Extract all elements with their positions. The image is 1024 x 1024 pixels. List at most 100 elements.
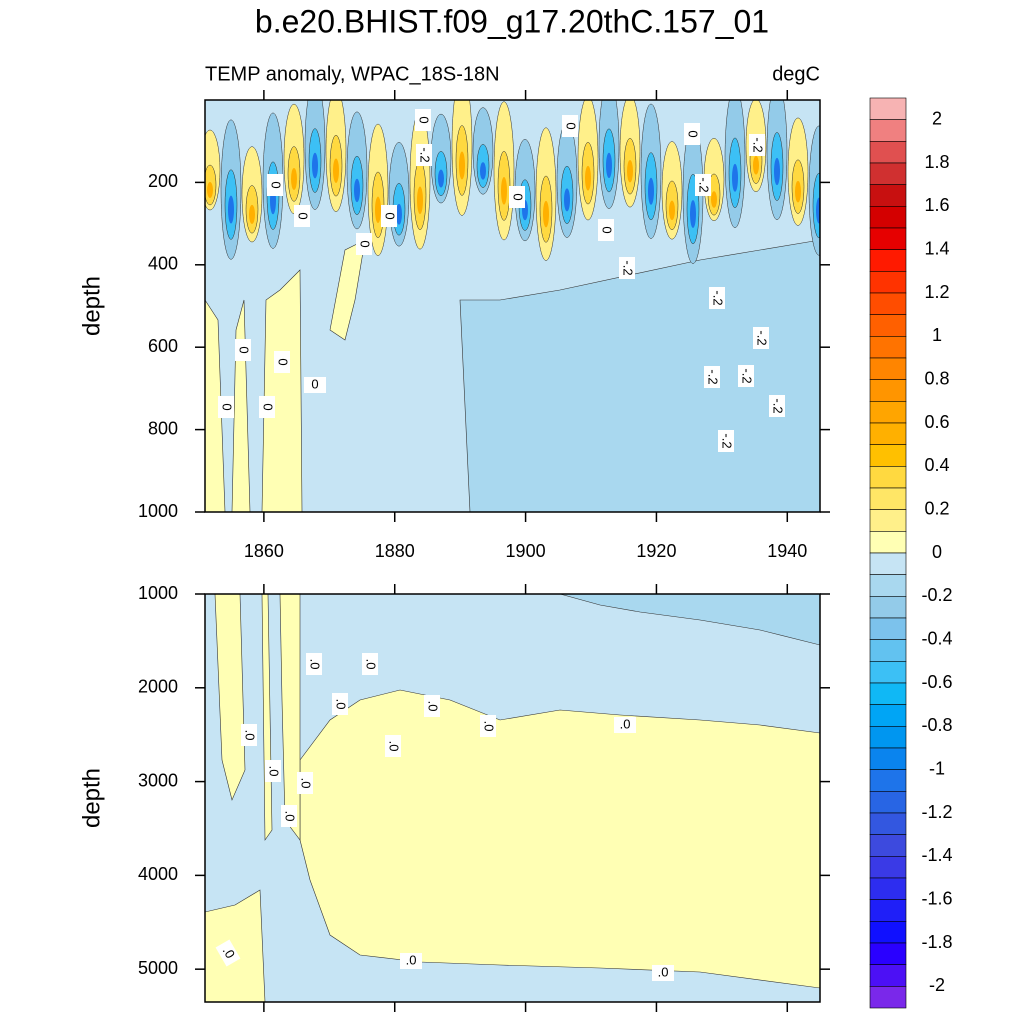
contour-label-group: .0: [480, 715, 497, 737]
contour-label: 0: [600, 226, 615, 233]
contour-label-group: 0: [267, 174, 284, 196]
contour-label-bg: [281, 805, 297, 827]
subtitle-left: TEMP anomaly, WPAC_18S-18N: [205, 63, 500, 85]
contour-fill: [312, 152, 318, 179]
contour-label: 0: [261, 403, 276, 410]
colorbar-label: -1.4: [921, 845, 952, 865]
contour-fill: [205, 889, 266, 1002]
colorbar-label: 0: [932, 542, 942, 562]
contour-label-group: .0: [385, 735, 402, 757]
colorbar-label: 1.4: [924, 238, 949, 258]
contour-label-bg: [381, 205, 397, 227]
colorbar-box: [869, 379, 907, 402]
contour-fill: [816, 197, 820, 224]
contour-label-group: 0: [259, 396, 276, 418]
colorbar-label: -1.8: [921, 932, 952, 952]
contour-label-group: .0: [306, 653, 323, 675]
colorbar-box: [869, 682, 907, 705]
contour-label-group: .0: [265, 760, 282, 782]
contour-label-group: -.2: [749, 134, 766, 156]
contour-fill: [375, 196, 381, 223]
colorbar-box: [869, 769, 907, 792]
contour-fill: [585, 165, 591, 191]
colorbar-box: [869, 899, 907, 922]
contour-label-bg: [332, 693, 348, 715]
contour-label-bg: [415, 109, 431, 131]
contour-label: -.2: [751, 137, 766, 152]
contour-label-bg: [235, 339, 251, 361]
contour-label-bg: [416, 144, 432, 166]
contour-label-bg: [267, 174, 283, 196]
contour-label: 0: [564, 122, 579, 129]
contour-label-group: -.2: [695, 174, 712, 196]
contour-label: .0: [406, 952, 417, 967]
contour-label: .0: [426, 701, 441, 712]
contour-label-group: 0: [294, 205, 311, 227]
contour-fill: [354, 178, 360, 203]
colorbar-label: -0.4: [921, 628, 952, 648]
contour-fill: [207, 182, 213, 198]
colorbar-box: [869, 184, 907, 207]
contour-fill: [795, 180, 801, 203]
plot-area: [205, 594, 820, 1002]
colorbar-box: [869, 487, 907, 510]
contour-label-group: .0: [400, 952, 422, 969]
colorbar-label: -1: [929, 758, 945, 778]
contour-label: 0: [276, 358, 291, 365]
colorbar-box: [869, 466, 907, 489]
y-tick-label: 4000: [138, 864, 178, 884]
contour-fill: [396, 203, 402, 225]
contour-label-group: .0: [332, 693, 349, 715]
colorbar-box: [869, 574, 907, 597]
contour-fill: [543, 200, 549, 228]
contour-label-group: 0: [381, 205, 398, 227]
contour-label: -.2: [755, 330, 770, 345]
contour-fill: [279, 594, 301, 841]
colorbar-box: [869, 357, 907, 380]
contour-label-bg: [297, 772, 313, 794]
contour-label-bg: [480, 715, 496, 737]
contour-fill: [291, 167, 297, 190]
y-tick-label: 400: [148, 254, 178, 274]
contour-label-group: .0: [614, 716, 636, 733]
colorbar-box: [869, 292, 907, 315]
contour-fill: [205, 299, 226, 512]
contour-label: .0: [387, 741, 402, 752]
contour-label-group: -.2: [619, 257, 636, 279]
contour-label-bg: [709, 287, 725, 309]
contour-label-group: -.2: [704, 366, 721, 388]
contour-label: 0: [269, 181, 284, 188]
contour-label-group: 0: [218, 396, 235, 418]
contour-label-bg: [769, 395, 785, 417]
colorbar-label: 0.2: [924, 498, 949, 518]
colorbar-box: [869, 249, 907, 272]
contour-label: -.2: [418, 147, 433, 162]
contour-label: -.2: [740, 368, 755, 383]
contour-label: -.2: [706, 369, 721, 384]
contour-fill: [690, 200, 696, 228]
plot-frame: [204, 593, 821, 1003]
colorbar-box: [869, 509, 907, 532]
colorbar-box: [869, 747, 907, 770]
contour-label: 0: [383, 212, 398, 219]
contour-label: -.2: [621, 260, 636, 275]
contour-label-bg: [241, 724, 257, 746]
contour-fill: [564, 188, 570, 212]
contour-fill: [438, 169, 444, 188]
contour-label-group: -.2: [738, 365, 755, 387]
contour-fill: [648, 177, 654, 205]
x-tick-label: 1860: [244, 541, 284, 561]
y-tick-label: 1000: [138, 583, 178, 603]
colorbar-box: [869, 942, 907, 965]
contour-label: .0: [658, 964, 669, 979]
contour-label: .0: [283, 811, 298, 822]
colorbar-label: 0.8: [924, 368, 949, 388]
x-tick-label: 1900: [506, 541, 546, 561]
colorbar-box: [869, 531, 907, 554]
contour-fill: [559, 594, 820, 646]
contour-label-bg: [265, 760, 281, 782]
y-tick-label: 800: [148, 418, 178, 438]
contour-label: 0: [417, 116, 432, 123]
subtitle-right: degC: [772, 63, 820, 85]
colorbar-box: [869, 834, 907, 857]
